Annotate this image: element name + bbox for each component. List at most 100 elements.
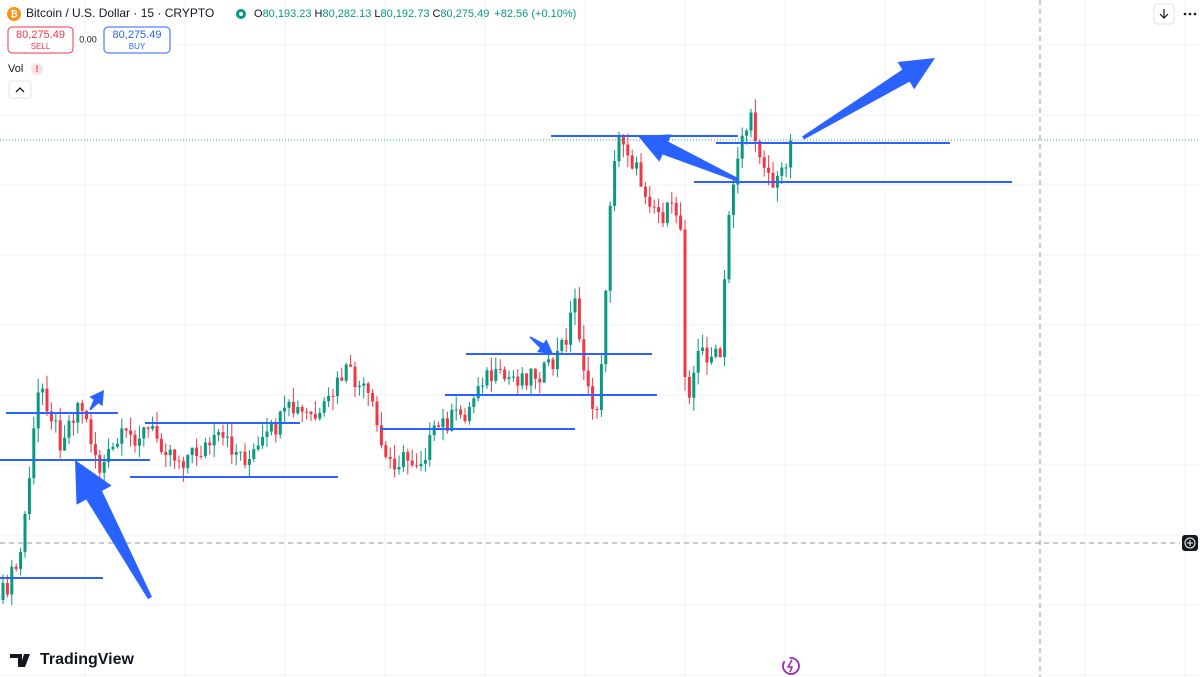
candle-body: [327, 395, 331, 402]
candle-body: [80, 402, 84, 411]
download-icon: [1159, 9, 1169, 19]
candle-body: [542, 362, 546, 383]
candle-body: [740, 135, 744, 159]
volume-warning[interactable]: [31, 63, 43, 75]
candle-body: [410, 460, 414, 466]
candle-body: [164, 451, 168, 456]
candle-body: [643, 186, 647, 197]
candle-body: [577, 298, 581, 340]
candle-body: [54, 420, 58, 422]
candle-body: [525, 373, 529, 386]
candle-body: [111, 446, 115, 450]
candle-body: [731, 184, 735, 215]
candle-body: [701, 347, 705, 351]
candle-body: [564, 340, 568, 345]
candle-body: [745, 130, 749, 136]
candle-body: [507, 377, 511, 380]
candle-body: [679, 215, 683, 230]
candle-body: [256, 445, 260, 450]
candle-body: [366, 383, 370, 393]
candle-body: [683, 229, 687, 377]
candle-body: [1, 583, 5, 600]
candle-body: [181, 461, 185, 468]
candle-body: [705, 347, 709, 363]
candle-body: [71, 420, 75, 423]
candle-body: [300, 406, 304, 412]
candle-body: [10, 566, 14, 595]
candle-body: [670, 202, 674, 204]
drawings: [0, 58, 1012, 600]
candle-body: [498, 368, 502, 370]
candle-body: [432, 425, 436, 436]
candle-body: [318, 412, 322, 419]
candle-body: [225, 436, 229, 438]
candle-body: [243, 451, 247, 465]
candle-body: [503, 369, 507, 380]
buy-button[interactable]: [103, 26, 171, 54]
candle-body: [608, 205, 612, 291]
candle-body: [397, 466, 401, 470]
ohlc: O 80,193.23 H 80,282.13 L 80,192.73 C 80,275.49…: [254, 8, 576, 20]
candle-body: [115, 443, 119, 447]
sell-button[interactable]: [7, 26, 74, 54]
candle-body: [384, 445, 388, 457]
candle-body: [322, 401, 326, 413]
replay-icon[interactable]: [782, 657, 800, 675]
candle-body: [388, 456, 392, 459]
add-icon-plus: [1187, 540, 1193, 546]
ohlc-key: H: [315, 8, 323, 20]
candle-body: [190, 447, 194, 456]
candle-body: [472, 398, 476, 407]
candle-body: [93, 444, 97, 456]
candle-body: [45, 388, 49, 412]
candle-body: [736, 158, 740, 185]
collapse-button[interactable]: [8, 80, 32, 99]
candle-body: [511, 376, 515, 378]
candle-body: [463, 414, 467, 422]
candle-body: [758, 141, 762, 158]
candle-body: [208, 442, 212, 446]
candle-body: [621, 135, 625, 145]
candle-body: [120, 428, 124, 444]
candle-body: [406, 452, 410, 461]
candle-body: [375, 401, 379, 426]
candle-body: [186, 455, 190, 468]
candle-body: [27, 478, 31, 514]
candle-body: [129, 430, 133, 435]
candle-body: [234, 451, 238, 455]
candle-body: [221, 432, 225, 438]
ohlc-value: 80,282.13: [322, 8, 371, 20]
candle-body: [217, 432, 221, 436]
candle-body: [771, 172, 775, 188]
candle-body: [195, 447, 199, 456]
candle-body: [89, 419, 93, 445]
candle-body: [428, 435, 432, 460]
dot: [1188, 12, 1192, 16]
candle-body: [340, 377, 344, 381]
candle-body: [516, 376, 520, 386]
market-status-dot: [239, 12, 243, 16]
more-button[interactable]: [1183, 12, 1197, 16]
ohlc-key: C: [432, 8, 440, 20]
candle-body: [151, 426, 155, 429]
candle-body: [239, 451, 243, 453]
candle-body: [177, 460, 181, 462]
candle-body: [274, 424, 278, 435]
volume-warning-glyph: !: [36, 64, 39, 74]
candle-body: [212, 435, 216, 446]
candle-body: [102, 461, 106, 473]
candle-body: [485, 370, 489, 386]
candle-body: [639, 162, 643, 187]
arrow: [75, 460, 152, 600]
candle-body: [529, 368, 533, 386]
candle-body: [305, 411, 309, 413]
candle-body: [41, 388, 45, 393]
candle-body: [107, 449, 111, 462]
candle-body: [63, 437, 67, 451]
candle-body: [696, 350, 700, 373]
candle-body: [379, 425, 383, 446]
volume-label: Vol: [8, 63, 23, 75]
ohlc-value: 80,192.73: [381, 8, 430, 20]
arrow: [529, 336, 553, 354]
candle-body: [635, 162, 639, 169]
